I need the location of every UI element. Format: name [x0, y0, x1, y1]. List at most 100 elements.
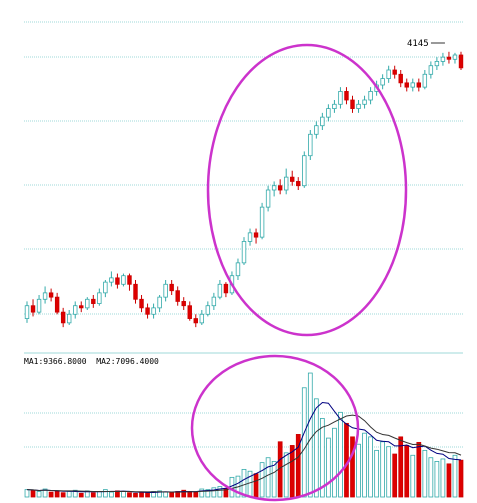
volume-bar: [30, 489, 36, 498]
candle-body: [416, 82, 422, 88]
candle-body: [145, 307, 150, 315]
volume-bar: [271, 461, 277, 498]
candle-body: [410, 82, 415, 88]
candle-body: [290, 176, 295, 182]
candle-body: [133, 283, 138, 300]
candle-body: [271, 185, 277, 191]
volume-bar: [307, 372, 313, 498]
volume-bar: [211, 487, 217, 498]
candle-body: [458, 54, 464, 69]
highlight-circle-volume: [190, 354, 360, 502]
volume-bar: [54, 490, 60, 498]
candle-body: [48, 292, 54, 298]
candle-body: [308, 133, 313, 157]
volume-bar: [434, 461, 440, 498]
candle-body: [205, 305, 211, 315]
volume-bar: [362, 432, 367, 498]
candle-body: [157, 296, 162, 309]
volume-bar: [193, 491, 199, 498]
volume-bar: [259, 462, 265, 498]
candle-body: [181, 301, 186, 307]
volume-bar: [157, 490, 162, 498]
volume-bar: [133, 492, 138, 498]
candle-body: [169, 283, 174, 292]
volume-bar: [440, 458, 446, 498]
volume-bar: [410, 454, 416, 498]
candle-body: [332, 103, 337, 109]
candle-body: [24, 305, 30, 319]
candle-body: [199, 313, 205, 324]
candle-body: [211, 296, 217, 307]
volume-bar: [350, 436, 355, 498]
volume-bar: [338, 411, 343, 498]
candle-body: [66, 313, 72, 324]
volume-bar: [452, 454, 458, 498]
volume-bar: [90, 492, 96, 498]
gridlines: [24, 21, 463, 448]
candle-body: [151, 307, 156, 315]
volume-bar: [181, 489, 187, 498]
highlight-circle-price: [206, 43, 408, 337]
volume-bar: [446, 463, 452, 498]
highlight-circles: [190, 43, 408, 502]
volume-bar: [326, 437, 331, 498]
candle-body: [259, 206, 265, 238]
candle-body: [163, 283, 168, 298]
candle-body: [338, 91, 343, 105]
volume-bar: [145, 492, 150, 498]
volume-bar: [199, 488, 205, 498]
volume-bar: [78, 492, 84, 498]
candle-body: [42, 292, 48, 300]
candle-body: [127, 275, 132, 285]
candle-body: [265, 189, 271, 208]
candle-body: [187, 305, 192, 319]
volume-bar: [241, 468, 247, 498]
candle-body: [139, 298, 144, 309]
volume-bar: [289, 445, 295, 498]
volume-bar: [301, 387, 307, 498]
volume-bar: [416, 441, 422, 498]
candle-body: [277, 185, 283, 191]
volume-bar: [115, 490, 120, 498]
volume-bar: [428, 457, 434, 498]
volume-bar: [283, 452, 289, 498]
volume-bar: [386, 446, 392, 498]
candle-body: [253, 232, 259, 238]
volume-bar: [253, 473, 259, 498]
volume-bar: [217, 486, 223, 498]
candle-body: [428, 65, 434, 75]
candle-body: [362, 99, 367, 105]
volume-bar: [48, 491, 54, 498]
volume-bar: [247, 470, 253, 498]
volume-ma-legend: MA1:9366.8000 MA2:7096.4000: [24, 357, 159, 366]
candle-body: [422, 73, 428, 88]
candle-body: [97, 292, 102, 304]
candle-body: [344, 91, 349, 101]
candle-body: [404, 82, 409, 88]
volume-bar: [313, 398, 319, 498]
candle-body: [79, 305, 84, 309]
candle-body: [175, 290, 180, 302]
volume-bar: [103, 489, 108, 498]
candle-body: [73, 305, 78, 315]
candle-body: [241, 241, 247, 264]
candle-body: [386, 69, 391, 79]
volume-bar: [380, 441, 385, 498]
peak-price-label: 4145: [407, 39, 429, 49]
candle-body: [440, 56, 446, 62]
candle-body: [247, 232, 253, 242]
volume-bar: [127, 492, 132, 498]
candle-body: [326, 108, 331, 118]
volume-bar: [398, 436, 404, 498]
volume-bar: [72, 489, 78, 498]
volume-bar: [404, 445, 410, 498]
volume-bar: [24, 489, 30, 498]
volume-panel: [24, 372, 464, 498]
volume-bar: [356, 443, 361, 498]
volume-bar: [66, 491, 72, 498]
candle-body: [217, 283, 223, 298]
volume-bar: [265, 457, 271, 498]
volume-bar: [109, 491, 114, 498]
volume-bar: [42, 488, 48, 498]
